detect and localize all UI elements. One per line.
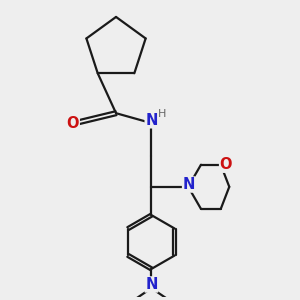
Text: O: O [220, 157, 232, 172]
Text: H: H [158, 109, 166, 119]
Text: O: O [67, 116, 79, 130]
Text: N: N [183, 177, 195, 192]
Text: N: N [145, 277, 158, 292]
Text: N: N [145, 113, 158, 128]
